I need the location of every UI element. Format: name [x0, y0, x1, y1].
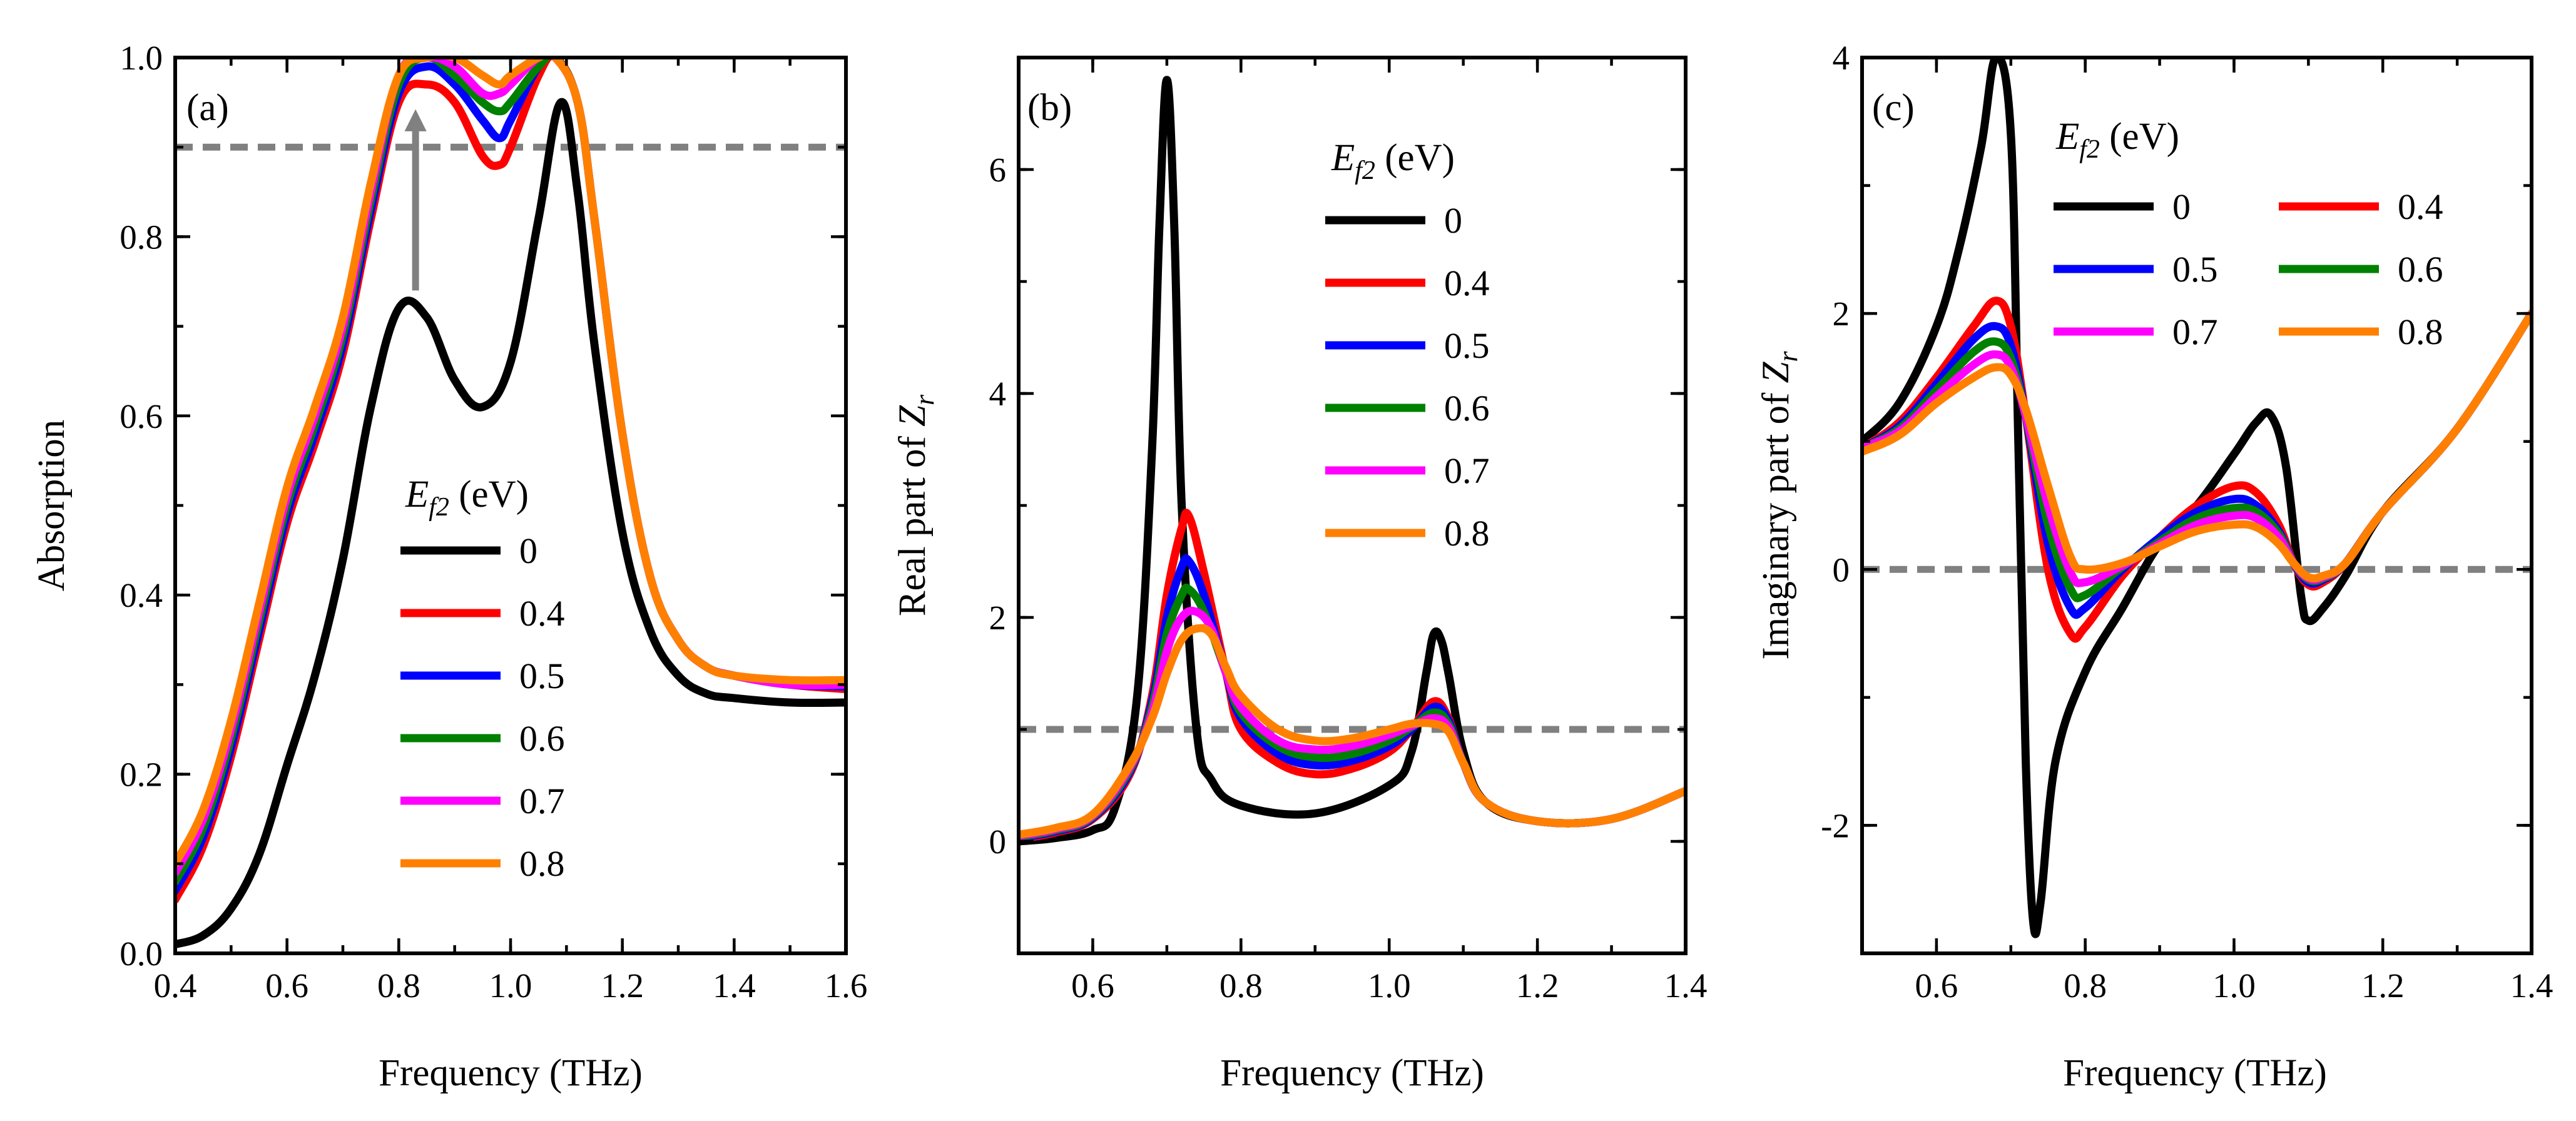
panel-c-clipped-layer	[1862, 58, 2532, 938]
panel-a-legend: Ef2 (eV) 0 0.4 0.5 0.6 0.7 0.8	[400, 474, 565, 884]
panel-c-legend-label: 0.6	[2398, 249, 2443, 290]
panel-c-xtick-label: 0.6	[1915, 966, 1958, 1005]
panel-c-legend-label: 0.5	[2172, 249, 2218, 290]
panel-a-xtick-label: 0.6	[265, 966, 308, 1005]
panel-b-ticks: 0.6 0.8 1.0 1.2 1.4 0 2 4 6	[989, 56, 1708, 1005]
panel-a-legend-label: 0.6	[519, 718, 565, 759]
panel-a-xtick-label: 0.8	[377, 966, 420, 1005]
panel-c-ylabel: Imaginary part of Zr	[1755, 351, 1803, 660]
panel-b-legend-label: 0.8	[1444, 513, 1490, 554]
panel-a-ytick-label: 0.8	[120, 218, 163, 256]
panel-a-label: (a)	[186, 87, 229, 129]
panel-a-legend-label: 0.8	[519, 843, 565, 884]
panel-c-plot-area	[1862, 58, 2532, 938]
panel-c-legend-label: 0.4	[2398, 186, 2443, 227]
panel-a-xtick-label: 1.6	[825, 966, 868, 1005]
panel-b-legend-label: 0	[1444, 200, 1462, 241]
panel-b-plot-area	[1019, 76, 1686, 846]
panel-a-clipped-layer	[175, 58, 846, 949]
panel-a-ytick-label: 0.2	[120, 756, 163, 794]
panel-a-xtick-label: 1.2	[601, 966, 644, 1005]
panel-c-legend-label: 0	[2172, 186, 2191, 227]
panel-c-xtick-label: 1.4	[2510, 966, 2553, 1005]
panel-c-label: (c)	[1872, 87, 1915, 129]
panel-a-ytick-label: 0.6	[120, 397, 163, 435]
panel-a-legend-label: 0.4	[519, 593, 565, 634]
panel-a-series-0_8	[175, 58, 846, 868]
panel-b-legend-label: 0.7	[1444, 450, 1490, 491]
panel-b-legend-label: 0.4	[1444, 263, 1490, 303]
panel-b-legend-title: Ef2 (eV)	[1331, 137, 1455, 185]
panel-c-xtick-label: 1.2	[2361, 966, 2405, 1005]
panel-a-ytick-label: 1.0	[120, 39, 163, 77]
panel-a-legend-label: 0	[519, 530, 537, 571]
panel-b-ytick-label: 6	[989, 151, 1007, 189]
panel-a-ytick-label: 0.4	[120, 576, 163, 614]
panel-b-series-0	[1019, 76, 1686, 846]
panel-a-series-0_5	[175, 58, 846, 895]
panel-b-xtick-label: 1.2	[1516, 966, 1559, 1005]
panel-b-series-0_5	[1019, 554, 1686, 843]
panel-b-xtick-label: 0.8	[1219, 966, 1263, 1005]
panel-c-xtick-label: 0.8	[2064, 966, 2107, 1005]
panel-c-ytick-label: -2	[1821, 806, 1850, 845]
panel-b-ytick-label: 2	[989, 599, 1007, 637]
panel-c-legend-title: Ef2 (eV)	[2055, 116, 2179, 164]
panel-c-legend-label: 0.8	[2398, 312, 2443, 352]
panel-b-label: (b)	[1027, 87, 1072, 129]
panel-a-legend-title: Ef2 (eV)	[405, 474, 529, 522]
panel-b-clipped-layer	[1019, 76, 1686, 846]
panel-b-ytick-label: 4	[989, 375, 1007, 413]
panel-c-series-0_8	[1862, 309, 2532, 583]
panel-a-xtick-label: 1.4	[713, 966, 756, 1005]
panel-b-legend-label: 0.5	[1444, 325, 1490, 366]
panel-c-xlabel: Frequency (THz)	[2063, 1052, 2327, 1094]
panel-a-ylabel: Absorption	[31, 420, 73, 592]
panel-b-series-0_8	[1019, 624, 1686, 839]
panel-a-ytick-label: 0.0	[120, 935, 163, 973]
panel-c-ytick-label: 4	[1833, 39, 1850, 77]
panel-a-absorption: 0.4 0.6 0.8 1.0 1.2 1.4 1.60.00.20.40.60.81.0 …	[31, 39, 867, 1094]
panel-a-xlabel: Frequency (THz)	[379, 1052, 643, 1094]
panel-c-ytick-label: 0	[1833, 550, 1850, 589]
panel-b-legend-label: 0.6	[1444, 388, 1490, 429]
panel-c-xtick-label: 1.0	[2212, 966, 2256, 1005]
panel-a-plot-area	[175, 58, 846, 949]
panel-a-legend-label: 0.5	[519, 656, 565, 696]
panel-c-legend-label: 0.7	[2172, 312, 2218, 352]
panel-c-legend: Ef2 (eV) 0 0.4 0.5 0.6 0.7 0.8	[2054, 116, 2443, 352]
panel-b-xtick-label: 0.6	[1071, 966, 1114, 1005]
panel-a-xtick-label: 1.0	[489, 966, 532, 1005]
panel-c-ticks: 0.6 0.8 1.0 1.2 1.4 -2 0 2 4	[1821, 39, 2553, 1005]
panel-b-xtick-label: 1.4	[1664, 966, 1708, 1005]
panel-a-series-0_6	[175, 58, 846, 886]
panel-b-ylabel: Real part of Zr	[892, 394, 940, 616]
panel-b-xlabel: Frequency (THz)	[1220, 1052, 1484, 1094]
panel-a-series-0	[175, 98, 846, 949]
panel-b-ytick-label: 0	[989, 823, 1007, 861]
panel-c-ytick-label: 2	[1833, 295, 1850, 333]
panel-b-xtick-label: 1.0	[1368, 966, 1411, 1005]
panel-c-frame	[1860, 56, 2533, 955]
panel-a-xtick-label: 0.4	[154, 966, 197, 1005]
panel-b-legend: Ef2 (eV) 0 0.4 0.5 0.6 0.7 0.8	[1325, 137, 1490, 554]
panel-a-ticks: 0.4 0.6 0.8 1.0 1.2 1.4 1.6 0.0 0.2 0.4 0.6 0.8 1.0	[120, 39, 867, 1005]
panel-c-imag-zr: 0.6 0.8 1.0 1.2 1.4 -2 0 2 4 (c) Frequency (THz)…	[1755, 39, 2553, 1094]
panel-a-series-0_7	[175, 58, 846, 877]
panel-c-series-0	[1862, 58, 2532, 938]
panel-a-legend-label: 0.7	[519, 781, 565, 821]
